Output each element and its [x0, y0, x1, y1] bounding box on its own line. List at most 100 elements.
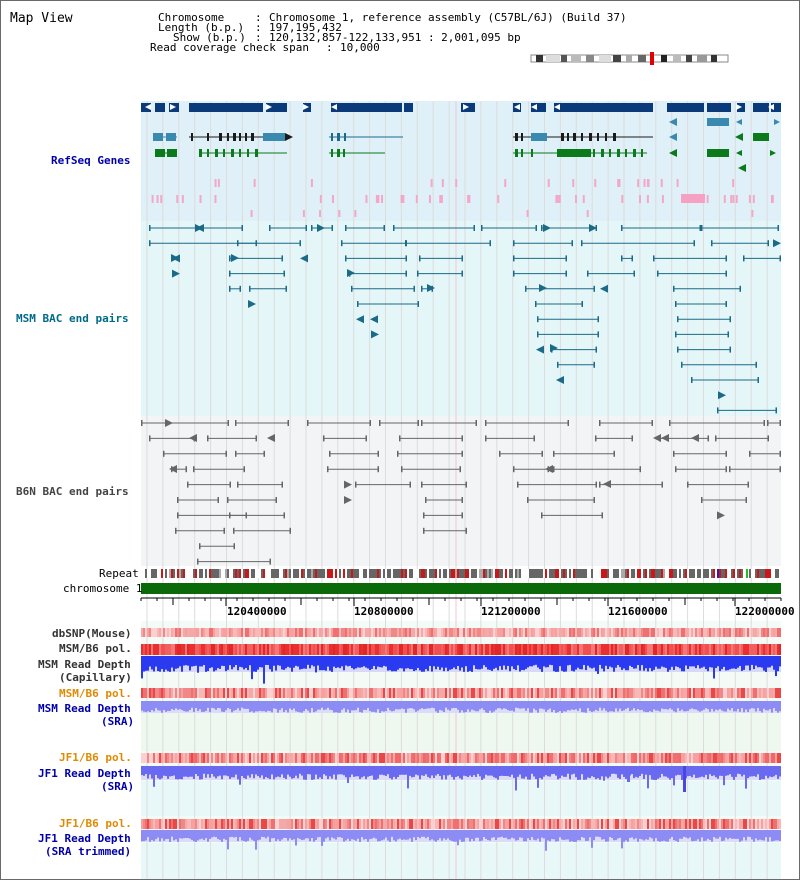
polymorphism-cell	[223, 688, 225, 698]
read-depth-bar	[603, 766, 605, 781]
polymorphism-cell	[655, 688, 657, 698]
polymorphism-cell	[597, 628, 599, 637]
read-depth-bar	[485, 701, 487, 713]
polymorphism-cell	[171, 644, 173, 655]
track-label-repeat[interactable]: Repeat	[99, 567, 139, 580]
track-label-msm-depth-capillary[interactable]: MSM Read Depth	[38, 658, 131, 671]
read-depth-bar	[357, 766, 359, 777]
read-depth-bar	[515, 656, 517, 671]
read-depth-bar	[695, 656, 697, 669]
read-depth-bar	[157, 656, 159, 671]
polymorphism-cell	[695, 688, 697, 698]
polymorphism-cell	[653, 628, 655, 637]
polymorphism-cell	[649, 644, 651, 655]
track-label-msm-depth-sra[interactable]: MSM Read Depth	[38, 702, 131, 715]
polymorphism-cell	[679, 753, 681, 763]
repeat-element	[649, 569, 651, 578]
polymorphism-cell	[635, 819, 637, 829]
read-depth-bar	[237, 701, 239, 709]
polymorphism-cell	[459, 644, 461, 655]
repeat-element	[431, 569, 433, 578]
polymorphism-cell	[571, 819, 573, 829]
read-depth-bar	[533, 830, 535, 840]
polymorphism-cell	[629, 753, 631, 763]
read-depth-bar	[149, 766, 151, 775]
polymorphism-cell	[475, 753, 477, 763]
polymorphism-cell	[675, 644, 677, 655]
polymorphism-cell	[733, 628, 735, 637]
polymorphism-cell	[471, 628, 473, 637]
polymorphism-cell	[771, 819, 773, 829]
polymorphism-cell	[629, 688, 631, 698]
read-depth-bar	[591, 766, 593, 777]
read-depth-bar	[429, 830, 431, 841]
snp-marker	[661, 195, 664, 203]
repeat-element	[777, 569, 779, 578]
polymorphism-cell	[359, 753, 361, 763]
polymorphism-cell	[755, 753, 757, 763]
track-label-msm-bac[interactable]: MSM BAC end pairs	[16, 312, 129, 325]
track-label-refseq-genes[interactable]: RefSeq Genes	[51, 154, 131, 167]
polymorphism-cell	[329, 628, 331, 637]
polymorphism-cell	[597, 688, 599, 698]
read-depth-bar	[363, 701, 365, 710]
read-depth-bar	[647, 656, 649, 672]
polymorphism-cell	[527, 753, 529, 763]
repeat-element	[261, 569, 263, 578]
track-label-jf1-depth-trimmed[interactable]: JF1 Read Depth	[38, 832, 131, 845]
snp-marker	[214, 195, 217, 203]
read-depth-bar	[295, 656, 297, 666]
polymorphism-cell	[593, 644, 595, 655]
read-depth-bar	[613, 656, 615, 672]
polymorphism-cell	[339, 753, 341, 763]
read-depth-bar	[257, 656, 259, 670]
read-depth-bar	[549, 766, 551, 777]
polymorphism-cell	[263, 628, 265, 637]
repeat-element	[617, 569, 619, 578]
polymorphism-cell	[297, 753, 299, 763]
polymorphism-cell	[365, 819, 367, 829]
read-depth-bar	[279, 766, 281, 778]
track-label-dbsnp[interactable]: dbSNP(Mouse)	[52, 627, 132, 640]
polymorphism-cell	[713, 753, 715, 763]
track-label-jf1-b6-pol-2[interactable]: JF1/B6 pol.	[59, 817, 132, 830]
repeat-element	[355, 569, 357, 578]
read-depth-bar	[227, 830, 229, 850]
read-depth-bar	[155, 656, 157, 667]
polymorphism-cell	[687, 644, 689, 655]
polymorphism-cell	[465, 628, 467, 637]
read-depth-bar	[173, 656, 175, 672]
track-label-b6n-bac[interactable]: B6N BAC end pairs	[16, 485, 129, 498]
polymorphism-cell	[383, 753, 385, 763]
polymorphism-cell	[589, 628, 591, 637]
track-label-msm-b6-pol-2[interactable]: MSM/B6 pol.	[59, 687, 132, 700]
track-label-jf1-depth-sra[interactable]: JF1 Read Depth	[38, 767, 131, 780]
polymorphism-cell	[317, 819, 319, 829]
repeat-element	[669, 569, 671, 578]
polymorphism-cell	[145, 688, 147, 698]
polymorphism-cell	[617, 753, 619, 763]
polymorphism-cell	[775, 644, 777, 655]
msm-sra-bg	[141, 711, 781, 751]
gene-exon	[581, 133, 583, 141]
repeat-element	[171, 569, 173, 578]
polymorphism-cell	[281, 819, 283, 829]
ideogram-band	[697, 55, 707, 62]
track-label-msm-b6-pol-1[interactable]: MSM/B6 pol.	[59, 642, 132, 655]
read-depth-bar	[389, 701, 391, 711]
read-depth-bar	[473, 766, 475, 776]
track-label-jf1-b6-pol-1[interactable]: JF1/B6 pol.	[59, 751, 132, 764]
repeat-element	[529, 569, 531, 578]
read-depth-bar	[715, 766, 717, 778]
polymorphism-cell	[689, 628, 691, 637]
read-depth-bar	[143, 830, 145, 842]
polymorphism-cell	[479, 688, 481, 698]
polymorphism-cell	[311, 819, 313, 829]
polymorphism-cell	[217, 628, 219, 637]
polymorphism-cell	[277, 688, 279, 698]
polymorphism-cell	[561, 753, 563, 763]
polymorphism-cell	[671, 753, 673, 763]
polymorphism-cell	[429, 644, 431, 655]
